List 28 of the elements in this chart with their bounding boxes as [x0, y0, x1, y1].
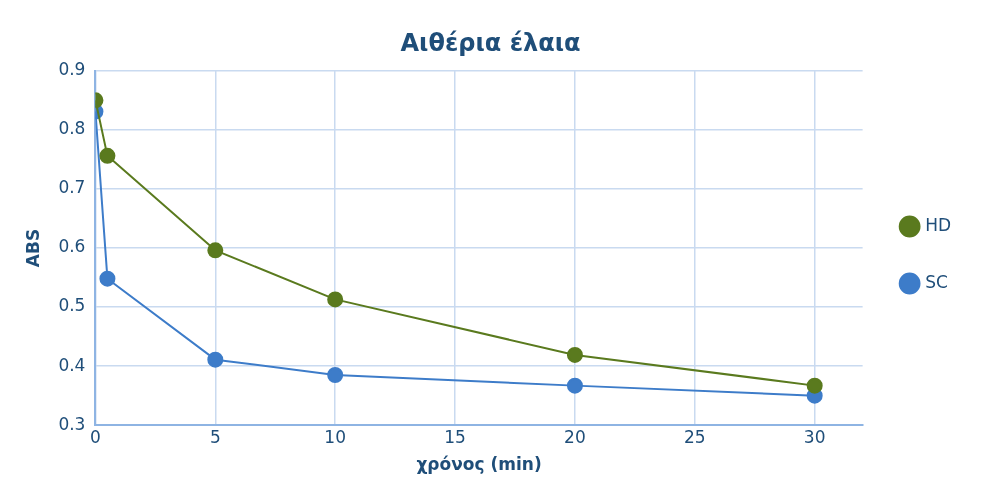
x-tick-label: 0: [90, 426, 101, 447]
x-tick-label: 30: [803, 426, 826, 447]
x-tick-label: 15: [444, 426, 466, 447]
y-tick-label: 0.3: [58, 413, 86, 434]
legend-label: SC: [925, 271, 948, 292]
legend-label: HD: [925, 214, 951, 235]
y-axis-title: ABS: [22, 228, 43, 268]
y-tick-label: 0.7: [58, 177, 86, 198]
y-tick-label: 0.8: [58, 118, 86, 139]
x-tick-label: 20: [564, 426, 586, 447]
x-tick-label: 10: [324, 426, 346, 447]
x-axis-title: χρόνος (min): [416, 454, 542, 475]
y-tick-label: 0.5: [58, 295, 86, 316]
chart-title: Αιθέρια έλαια: [400, 28, 581, 57]
point: [207, 242, 224, 259]
y-tick-label: 0.9: [58, 59, 86, 80]
point: [99, 147, 116, 164]
point: [806, 377, 823, 394]
point: [566, 377, 583, 394]
y-tick-label: 0.4: [58, 354, 86, 375]
x-tick-label: 5: [209, 426, 221, 447]
point: [327, 366, 344, 383]
x-tick-label: 25: [683, 426, 706, 447]
point: [99, 270, 116, 287]
point: [207, 351, 224, 368]
y-tick-label: 0.6: [58, 236, 86, 257]
point: [327, 291, 344, 308]
point: [566, 346, 583, 363]
